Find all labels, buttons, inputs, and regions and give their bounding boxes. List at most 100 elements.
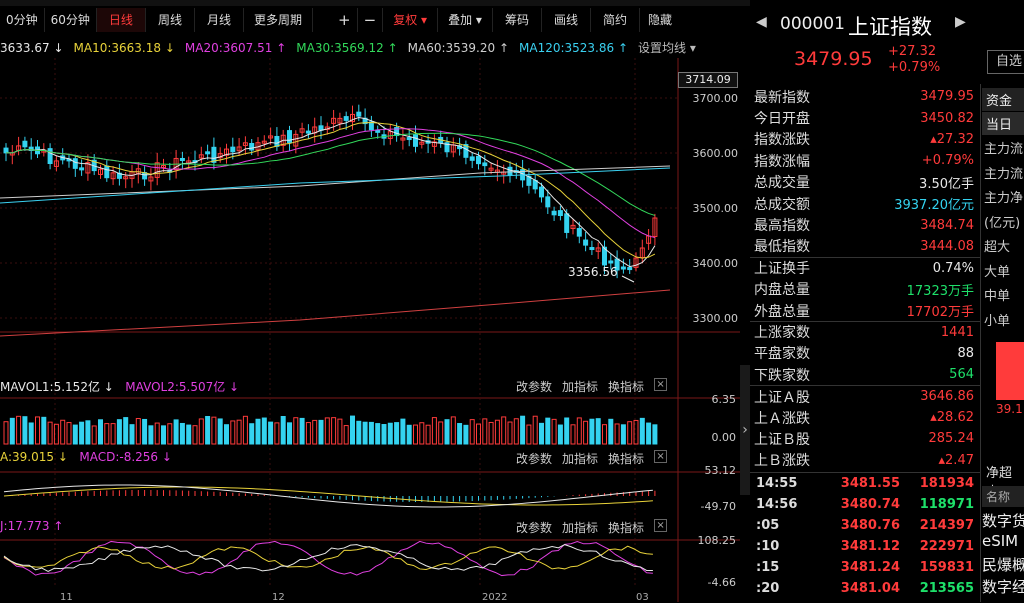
volume-bar <box>186 424 192 445</box>
quote-label: 下跌家数 <box>754 367 810 384</box>
quote-label: 上Ｂ涨跌 <box>754 453 810 470</box>
switch-indicator-button[interactable]: 换指标 <box>608 452 645 466</box>
prev-stock-icon[interactable]: ◀ <box>756 14 767 30</box>
period-daily[interactable]: 日线 <box>96 8 146 32</box>
candlestick <box>652 217 658 237</box>
quote-label: 指数涨跌 <box>754 132 810 149</box>
yincang-button[interactable]: 隐藏 <box>647 13 672 27</box>
capital-item: 大单 <box>984 264 1011 280</box>
candlestick <box>539 186 544 198</box>
volume-bar <box>557 424 563 445</box>
tab-capital[interactable]: 资金 <box>982 88 1024 111</box>
candlestick <box>356 111 362 117</box>
period-more[interactable]: 更多周期 <box>244 8 313 32</box>
volume-bar <box>142 418 148 445</box>
diejia-button[interactable]: 叠加 ▾ <box>438 8 493 32</box>
tick-row: 14:55 3481.55 181934 <box>750 473 980 494</box>
quote-row: 最新指数 3479.95 <box>750 86 980 107</box>
concept-name[interactable]: 数字经 <box>982 578 1024 596</box>
long-ma-line <box>0 289 671 337</box>
candlestick <box>161 165 166 169</box>
volume-bar <box>205 416 211 445</box>
candlestick <box>602 246 607 266</box>
quote-value: 88 <box>957 345 974 361</box>
volume-bar <box>192 425 198 445</box>
close-icon[interactable]: × <box>654 378 668 391</box>
quote-value: 564 <box>949 367 974 383</box>
volume-bar <box>249 423 255 445</box>
volume-bar <box>589 418 595 445</box>
dea-line <box>3 486 653 506</box>
tick-volume: 214397 <box>919 518 974 533</box>
volume-bar <box>646 422 652 445</box>
dif-line <box>3 484 653 508</box>
fuquan-button[interactable]: 复权 ▾ <box>383 8 439 32</box>
concept-name[interactable]: eSIM <box>982 532 1019 550</box>
ma-line <box>5 128 656 239</box>
kline-chart[interactable] <box>0 58 740 602</box>
capital-bar <box>982 342 1024 400</box>
volume-bar <box>261 417 267 445</box>
tick-volume: 159831 <box>919 560 974 575</box>
zoom-in-button[interactable]: + <box>332 8 358 32</box>
mavol2-label: MAVOL2:5.507亿 ↓ <box>125 380 240 394</box>
quote-label: 平盘家数 <box>754 346 810 363</box>
candlestick <box>507 166 513 176</box>
ma-legend-item: MA120:3523.86 ↑ <box>519 41 629 55</box>
volume-bar <box>368 421 374 445</box>
volume-bar <box>488 421 494 445</box>
jianyue-button[interactable]: 简约 <box>591 8 640 32</box>
quote-value: 3479.95 <box>920 89 974 105</box>
add-indicator-button[interactable]: 加指标 <box>562 521 599 535</box>
modify-params-button[interactable]: 改参数 <box>516 380 553 394</box>
zoom-out-button[interactable]: − <box>358 8 384 32</box>
add-indicator-button[interactable]: 加指标 <box>562 380 599 394</box>
period-weekly[interactable]: 周线 <box>146 8 195 32</box>
add-watchlist-button[interactable]: 自选 <box>987 50 1024 74</box>
x-label: 11 <box>60 592 73 603</box>
chouma-button[interactable]: 筹码 <box>493 8 542 32</box>
ma120-line <box>0 167 671 204</box>
next-stock-icon[interactable]: ▶ <box>955 14 966 30</box>
switch-indicator-button[interactable]: 换指标 <box>608 521 645 535</box>
collapse-arrow-icon[interactable]: › <box>740 365 750 495</box>
candlestick <box>179 157 185 161</box>
tab-today[interactable]: 当日 <box>982 112 1024 135</box>
quote-label: 内盘总量 <box>754 282 810 299</box>
add-indicator-button[interactable]: 加指标 <box>562 452 599 466</box>
mavol1-label: MAVOL1:5.152亿 ↓ <box>0 380 114 394</box>
j-label: J:17.773 ↑ <box>0 519 64 533</box>
quote-value: 285.24 <box>928 431 975 447</box>
huaxian-button[interactable]: 画线 <box>542 8 591 32</box>
volume-bar <box>532 415 538 445</box>
volume-bar <box>135 418 141 445</box>
tick-volume: 222971 <box>919 539 974 554</box>
price-tick: 3400.00 <box>692 257 739 270</box>
period-60min[interactable]: 60分钟 <box>45 8 97 32</box>
quote-value: ▴28.62 <box>930 410 974 426</box>
concept-name[interactable]: 数字货 <box>982 512 1024 530</box>
quote-label: 上涨家数 <box>754 325 810 342</box>
capital-item: 小单 <box>984 313 1011 329</box>
candlestick <box>293 133 299 147</box>
volume-bar <box>224 424 229 445</box>
volume-panel-buttons: 改参数 加指标 换指标 × <box>516 378 668 395</box>
period-0min[interactable]: 0分钟 <box>0 8 45 32</box>
close-icon[interactable]: × <box>654 450 668 463</box>
close-icon[interactable]: × <box>654 519 668 532</box>
macd-axis-bottom: -49.70 <box>700 500 736 513</box>
concept-name[interactable]: 民爆概 <box>982 556 1024 574</box>
candlestick <box>413 134 418 147</box>
volume-bar <box>602 424 607 445</box>
quote-label: 上证Ｂ股 <box>754 431 810 448</box>
quote-row: 上涨家数 1441 <box>750 321 980 342</box>
modify-params-button[interactable]: 改参数 <box>516 521 553 535</box>
volume-bar <box>431 417 437 445</box>
volume-bar <box>22 416 28 445</box>
volume-bar <box>280 416 286 445</box>
period-monthly[interactable]: 月线 <box>195 8 244 32</box>
vol-axis-top: 6.35 <box>711 393 737 406</box>
modify-params-button[interactable]: 改参数 <box>516 452 553 466</box>
chart-toolbar: 0分钟 60分钟 日线 周线 月线 更多周期 + − 复权 ▾ 叠加 ▾ 筹码 … <box>0 8 680 32</box>
switch-indicator-button[interactable]: 换指标 <box>608 380 645 394</box>
